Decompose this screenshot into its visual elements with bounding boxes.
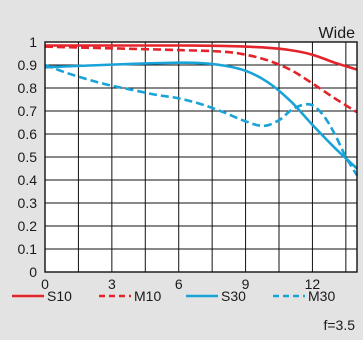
y-tick-label: 0.4 xyxy=(18,172,38,188)
y-tick-label: 1 xyxy=(29,34,37,50)
legend-label-m30: M30 xyxy=(308,288,335,304)
x-tick-label: 9 xyxy=(242,276,250,292)
series-lines xyxy=(44,44,359,177)
y-tick-label: 0.6 xyxy=(18,126,38,142)
chart-title: Wide xyxy=(319,25,356,42)
series-line-m10 xyxy=(44,45,358,114)
legend-label-s10: S10 xyxy=(47,288,72,304)
series-line-m30 xyxy=(44,63,359,177)
y-tick-label: 0.3 xyxy=(18,195,38,211)
y-tick-label: 0.9 xyxy=(18,57,38,73)
y-tick-label: 0.5 xyxy=(18,149,38,165)
y-tick-label: 0.1 xyxy=(18,241,38,257)
x-tick-label: 12 xyxy=(305,276,321,292)
series-line-s30 xyxy=(44,61,358,170)
x-tick-label: 3 xyxy=(108,276,116,292)
y-tick-label: 0.8 xyxy=(18,80,38,96)
aperture-note: f=3.5 xyxy=(323,317,355,333)
legend-label-m10: M10 xyxy=(134,288,161,304)
y-tick-label: 0.2 xyxy=(18,218,38,234)
series-line-s10 xyxy=(45,44,358,71)
legend: S10 M10 S30 M30 xyxy=(12,288,335,304)
y-tick-label: 0 xyxy=(29,264,37,280)
x-tick-label: 0 xyxy=(41,276,49,292)
x-tick-label: 6 xyxy=(175,276,183,292)
y-tick-label: 0.7 xyxy=(18,103,38,119)
legend-label-s30: S30 xyxy=(221,288,246,304)
plot-frame xyxy=(44,41,358,273)
tick-labels: 0 0.1 0.2 0.3 0.4 0.5 0.6 0.7 0.8 0.9 1 0 3 6 9 12 xyxy=(18,34,321,292)
